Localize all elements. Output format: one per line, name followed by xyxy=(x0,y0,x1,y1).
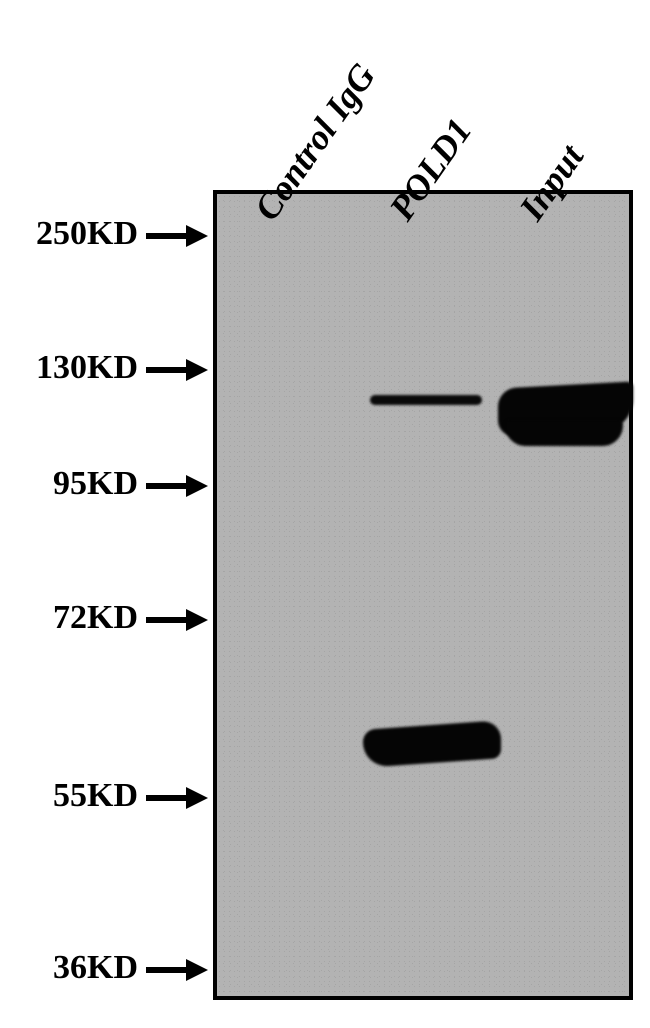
band-pold1-120kd xyxy=(370,395,482,405)
marker-arrow-icon xyxy=(146,959,208,981)
band-input-120kd-tail xyxy=(505,420,623,446)
marker-label: 55KD xyxy=(0,777,138,815)
marker-arrow-icon xyxy=(146,475,208,497)
marker-arrow-icon xyxy=(146,359,208,381)
blot-membrane xyxy=(213,190,633,1000)
marker-arrow-icon xyxy=(146,787,208,809)
marker-label: 36KD xyxy=(0,949,138,987)
marker-arrow-icon xyxy=(146,225,208,247)
marker-arrow-icon xyxy=(146,609,208,631)
marker-label: 250KD xyxy=(0,215,138,253)
marker-label: 95KD xyxy=(0,465,138,503)
marker-label: 72KD xyxy=(0,599,138,637)
marker-label: 130KD xyxy=(0,349,138,387)
figure-container: Control IgG POLD1 Input 250KD 130KD 95KD… xyxy=(0,0,650,1028)
